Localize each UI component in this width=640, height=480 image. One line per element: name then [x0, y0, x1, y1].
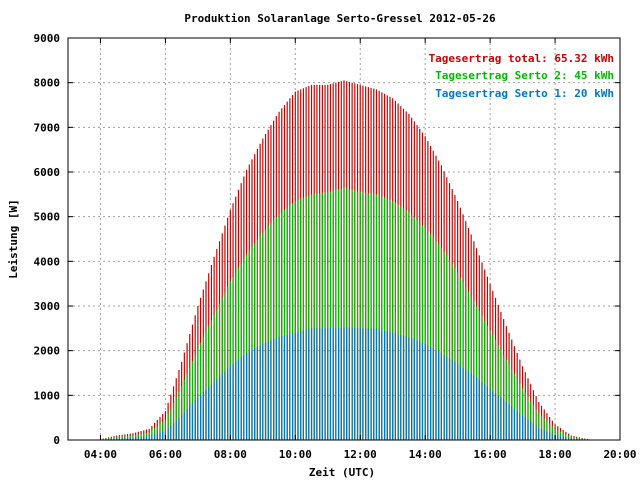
y-axis-label: Leistung [W]: [7, 199, 20, 278]
y-tick-label: 0: [53, 434, 60, 447]
y-tick-label: 2000: [34, 345, 61, 358]
legend-entry-serto1: Tagesertrag Serto 1: 20 kWh: [435, 87, 614, 100]
y-tick-label: 7000: [34, 121, 61, 134]
x-tick-label: 18:00: [538, 448, 571, 461]
plot-frame: [67, 37, 621, 441]
y-tick-label: 8000: [34, 77, 61, 90]
legend: Tagesertrag total: 65.32 kWh Tagesertrag…: [429, 52, 614, 100]
x-tick-label: 04:00: [84, 448, 117, 461]
y-tick-label: 4000: [34, 255, 61, 268]
x-tick-label: 10:00: [279, 448, 312, 461]
x-tick-label: 12:00: [344, 448, 377, 461]
x-tick-label: 06:00: [149, 448, 182, 461]
x-tick-label: 20:00: [603, 448, 636, 461]
chart-title: Produktion Solaranlage Serto-Gressel 201…: [184, 12, 496, 25]
legend-entry-serto2: Tagesertrag Serto 2: 45 kWh: [435, 69, 614, 82]
axis-ticks: 0 1000 2000 3000 4000 5000 6000 7000 8000 9000 04:…: [34, 32, 637, 461]
x-axis-label: Zeit (UTC): [309, 466, 375, 479]
legend-entry-total: Tagesertrag total: 65.32 kWh: [429, 52, 614, 65]
y-tick-label: 1000: [34, 389, 61, 402]
y-tick-label: 9000: [34, 32, 61, 45]
x-tick-label: 16:00: [474, 448, 507, 461]
y-tick-label: 5000: [34, 211, 61, 224]
y-tick-label: 3000: [34, 300, 61, 313]
x-tick-label: 14:00: [409, 448, 442, 461]
y-tick-label: 6000: [34, 166, 61, 179]
bars: [99, 80, 589, 440]
x-tick-label: 08:00: [214, 448, 247, 461]
